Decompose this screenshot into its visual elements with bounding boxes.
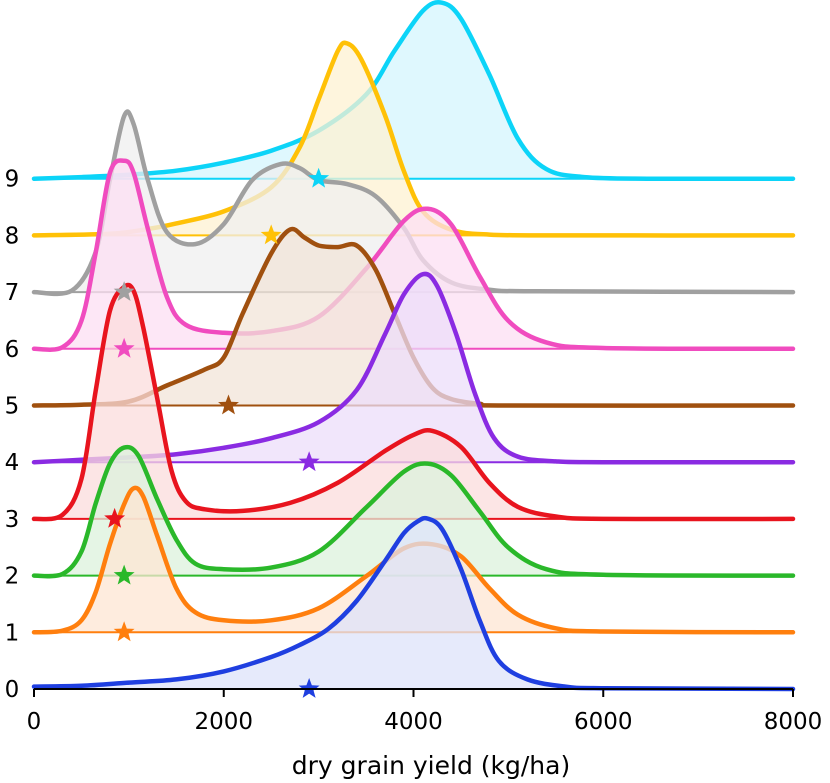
ridge-fill-0 [34,518,793,689]
ridge-fill-7 [34,111,793,294]
star-marker-3 [104,507,126,528]
x-tick-label-4: 8000 [764,709,823,735]
x-axis: 0 2000 4000 6000 8000 [27,688,823,735]
star-marker-7 [113,281,135,301]
series-label-2: 2 [5,564,20,590]
series-label-5: 5 [5,394,20,420]
x-tick-label-1: 2000 [194,709,253,735]
ridge-curve-9 [31,0,796,182]
ridge-fill-4 [34,273,793,463]
star-marker-8 [260,224,282,245]
ridge-curve-4 [31,271,796,465]
series-label-8: 8 [5,223,20,249]
series-label-0: 0 [5,677,20,703]
star-markers [104,167,330,698]
ridge-curve-1 [31,485,796,635]
ridge-curve-3 [31,282,796,522]
ridge-fill-6 [34,160,793,350]
series-label-3: 3 [5,507,20,533]
x-ticks: 0 2000 4000 6000 8000 [27,689,823,735]
series-label-7: 7 [5,280,20,306]
x-tick-label-2: 4000 [384,709,443,735]
x-tick-label-3: 6000 [574,709,633,735]
star-marker-4 [298,451,320,472]
star-marker-6 [113,337,135,358]
star-marker-0 [298,678,320,698]
series-label-6: 6 [5,337,20,363]
series-label-1: 1 [5,620,20,646]
series-label-4: 4 [5,450,20,476]
ridge-fill-5 [34,228,793,406]
series-label-9: 9 [5,167,20,193]
series-labels: 9 8 7 6 5 4 3 2 1 0 [5,167,20,703]
star-marker-1 [113,621,135,642]
ridge-fill-9 [34,2,793,179]
x-tick-label-0: 0 [27,709,42,735]
ridge-9 [31,0,796,182]
star-marker-5 [218,394,239,415]
ridges [31,0,796,698]
x-axis-title: dry grain yield (kg/ha) [292,751,570,780]
star-marker-2 [113,564,135,585]
ridge-curve-8 [31,40,796,238]
ridge-fill-2 [34,447,793,577]
star-marker-9 [308,167,330,188]
ridge-curve-2 [31,444,796,579]
ridge-curve-0 [31,515,796,692]
